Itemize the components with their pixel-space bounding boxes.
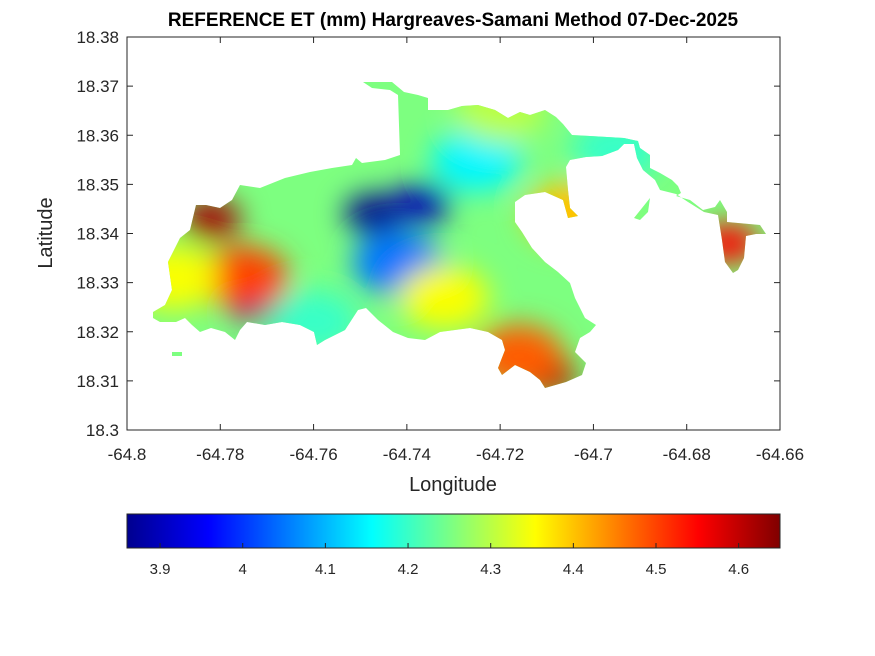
heatmap-cell: [431, 127, 522, 192]
heatmap-cell: [153, 245, 219, 310]
x-tick-label: -64.8: [108, 445, 147, 464]
x-tick-label: -64.76: [289, 445, 337, 464]
y-tick-label: 18.38: [76, 28, 119, 47]
x-tick-label: -64.66: [756, 445, 804, 464]
colorbar-tick-label: 3.9: [150, 561, 171, 578]
x-tick-label: -64.7: [574, 445, 613, 464]
colorbar-tick-label: 4.1: [315, 561, 336, 578]
chart-title: REFERENCE ET (mm) Hargreaves-Samani Meth…: [168, 10, 739, 31]
colorbar-tick-label: 4.4: [563, 561, 584, 578]
y-tick-label: 18.31: [76, 372, 119, 391]
y-axis: 18.3 18.31 18.32 18.33 18.34 18.35 18.36 18.37 1…: [76, 28, 780, 440]
colorbar-ticks: 3.9 4 4.1 4.2 4.3 4.4 4.5 4.6: [150, 543, 749, 578]
y-axis-label: Latitude: [35, 197, 57, 268]
heatmap-cell: [390, 184, 451, 225]
colorbar: [126, 513, 781, 549]
heatmap-cell: [180, 198, 241, 239]
x-axis-label: Longitude: [409, 474, 497, 496]
y-tick-label: 18.36: [76, 126, 119, 145]
y-tick-label: 18.37: [76, 77, 119, 96]
colorbar-tick-label: 4.5: [646, 561, 667, 578]
y-tick-label: 18.33: [76, 274, 119, 293]
heatmap-cell: [399, 265, 490, 330]
x-tick-label: -64.74: [383, 445, 431, 464]
x-tick-label: -64.78: [196, 445, 244, 464]
y-tick-label: 18.35: [76, 175, 119, 194]
heatmap-field: [153, 82, 759, 388]
x-axis: -64.8 -64.78 -64.76 -64.74 -64.72 -64.7 -64.68…: [108, 37, 804, 464]
y-tick-label: 18.34: [76, 225, 119, 244]
colorbar-tick-label: 4.3: [480, 561, 501, 578]
colorbar-tick-label: 4.2: [398, 561, 419, 578]
colorbar-tick-label: 4.6: [728, 561, 749, 578]
y-tick-label: 18.32: [76, 323, 119, 342]
x-tick-label: -64.72: [476, 445, 524, 464]
heatmap-cell: [198, 245, 289, 310]
colorbar-tick-label: 4: [239, 561, 247, 578]
x-tick-label: -64.68: [663, 445, 711, 464]
y-tick-label: 18.3: [86, 421, 119, 440]
heatmap-cell: [344, 193, 405, 234]
